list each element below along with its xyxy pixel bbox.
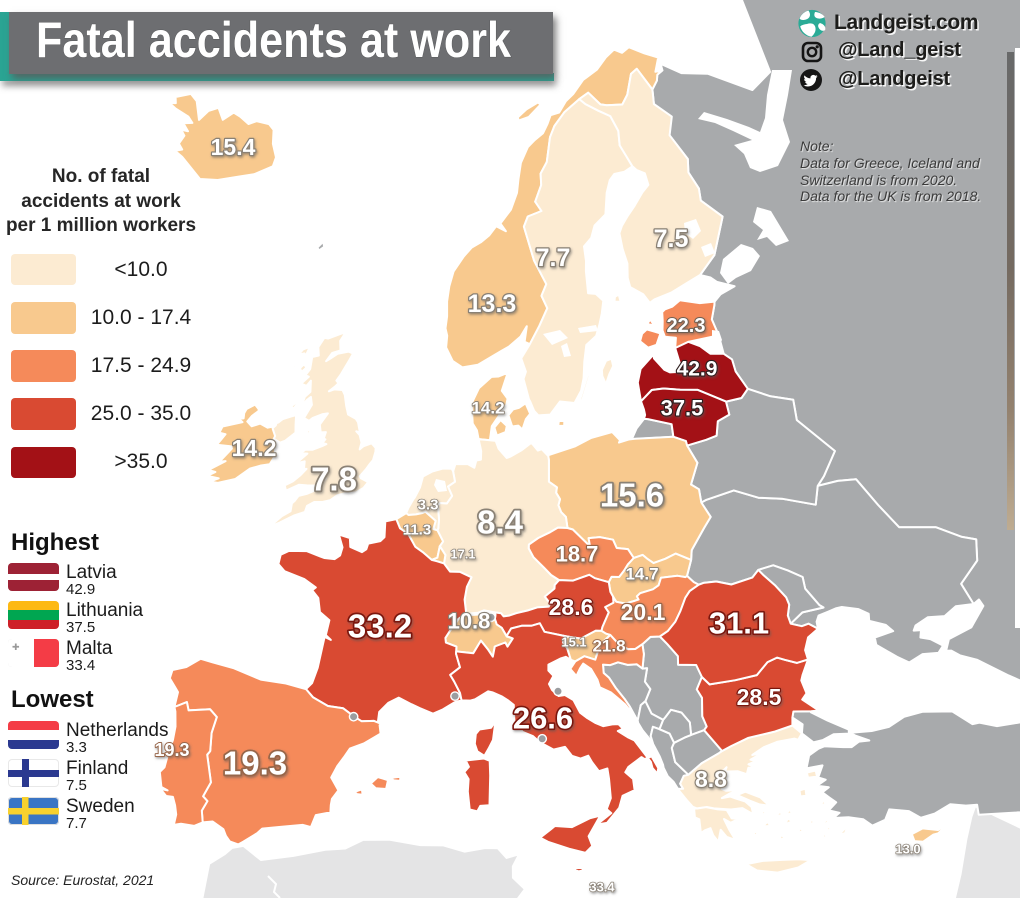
svg-text:7.5: 7.5 xyxy=(654,225,689,253)
svg-text:8.8: 8.8 xyxy=(695,766,727,792)
svg-text:13.3: 13.3 xyxy=(468,290,517,318)
svg-text:8.4: 8.4 xyxy=(477,504,524,541)
svg-text:Fatal accidents at work: Fatal accidents at work xyxy=(36,12,511,68)
svg-text:10.8: 10.8 xyxy=(448,609,491,634)
svg-text:33.4: 33.4 xyxy=(589,880,615,895)
svg-text:14.2: 14.2 xyxy=(232,435,277,461)
svg-text:7.8: 7.8 xyxy=(311,461,357,498)
svg-text:42.9: 42.9 xyxy=(677,358,718,381)
svg-text:20.1: 20.1 xyxy=(621,599,666,625)
svg-text:3.3: 3.3 xyxy=(418,497,439,514)
svg-text:18.7: 18.7 xyxy=(556,542,599,567)
svg-text:13.0: 13.0 xyxy=(895,842,920,857)
svg-text:33.2: 33.2 xyxy=(348,608,412,645)
svg-text:17.1: 17.1 xyxy=(450,547,475,562)
svg-text:15.1: 15.1 xyxy=(561,635,586,650)
svg-text:28.6: 28.6 xyxy=(549,594,594,620)
svg-text:26.6: 26.6 xyxy=(513,701,573,736)
svg-text:14.7: 14.7 xyxy=(625,565,658,584)
svg-text:15.6: 15.6 xyxy=(600,477,664,514)
svg-text:7.7: 7.7 xyxy=(536,244,571,272)
svg-text:11.3: 11.3 xyxy=(403,522,431,539)
svg-text:14.2: 14.2 xyxy=(471,399,504,418)
svg-text:28.5: 28.5 xyxy=(737,684,782,710)
svg-text:19.3: 19.3 xyxy=(223,745,287,782)
svg-text:15.4: 15.4 xyxy=(211,134,256,160)
svg-text:19.3: 19.3 xyxy=(154,740,189,760)
svg-text:22.3: 22.3 xyxy=(667,315,706,337)
svg-text:37.5: 37.5 xyxy=(661,396,704,421)
svg-text:21.8: 21.8 xyxy=(592,637,625,656)
svg-text:31.1: 31.1 xyxy=(709,606,769,641)
